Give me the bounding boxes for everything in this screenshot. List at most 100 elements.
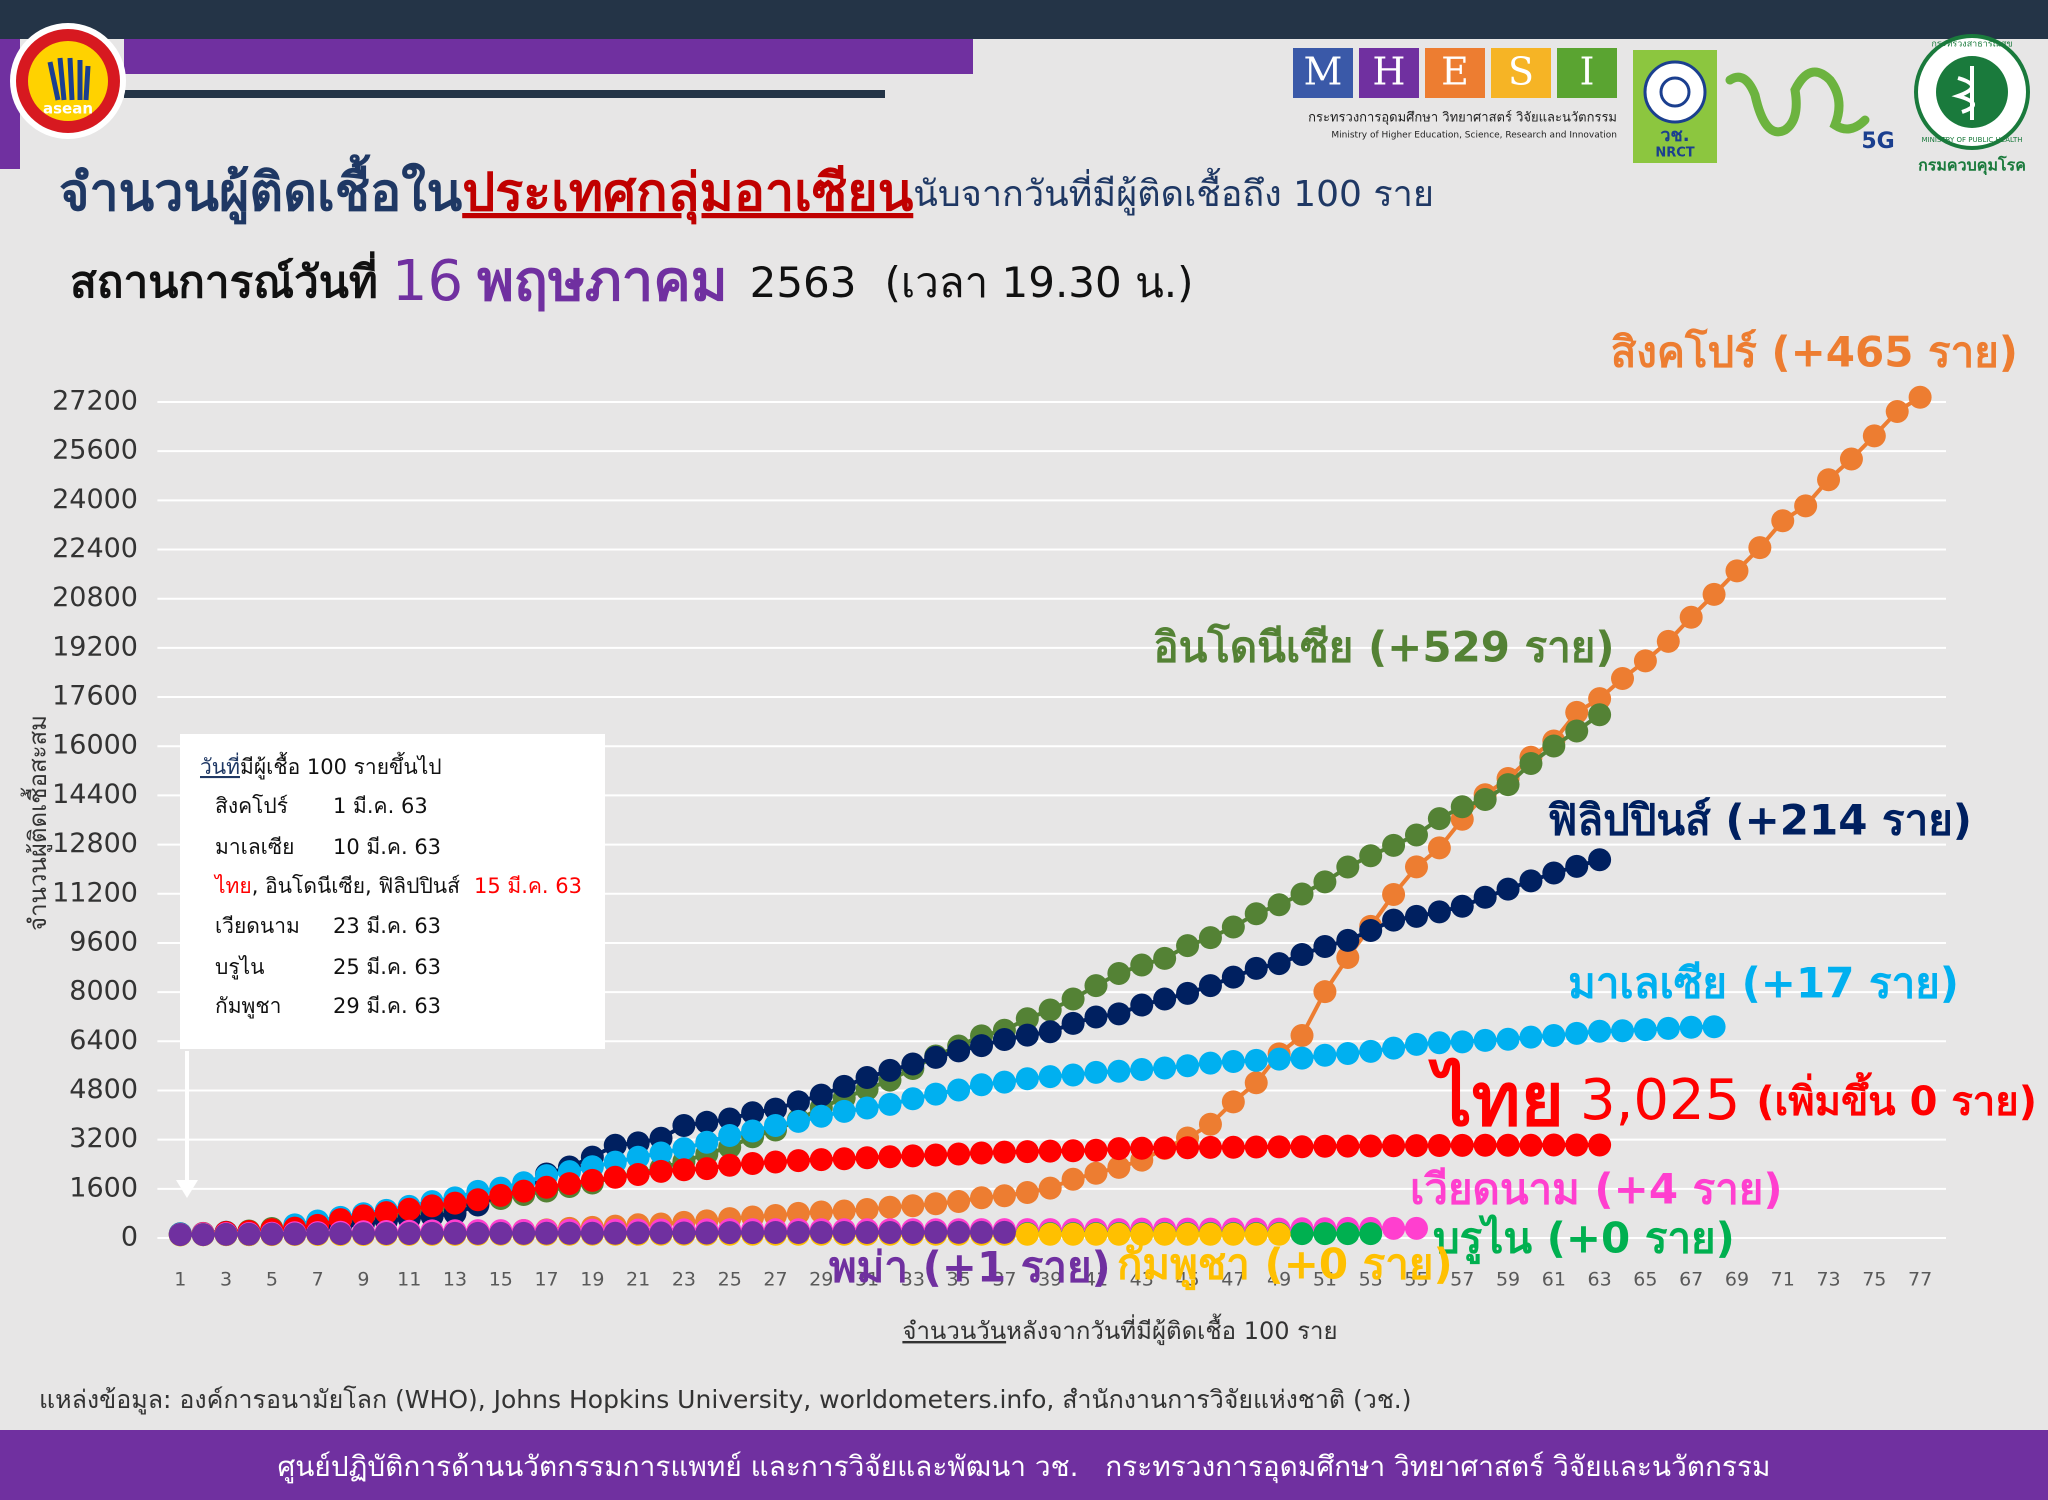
data-point: [1404, 855, 1428, 879]
data-point: [1153, 1136, 1177, 1160]
data-point: [878, 1145, 902, 1169]
data-point: [1565, 719, 1589, 743]
info-row-name: กัมพูชา: [215, 994, 281, 1019]
data-point: [1061, 987, 1085, 1011]
y-tick-label: 24000: [52, 484, 138, 515]
data-point: [260, 1222, 284, 1246]
data-point: [832, 1099, 856, 1123]
series-name: ไทย: [1428, 1056, 1564, 1143]
data-point: [1588, 1133, 1612, 1157]
data-point: [489, 1221, 513, 1245]
x-tick-label: 39: [1038, 1269, 1062, 1291]
data-point: [1359, 1222, 1383, 1246]
data-point: [1771, 509, 1795, 533]
data-point: [1198, 926, 1222, 950]
x-tick-label: 47: [1221, 1269, 1245, 1291]
data-point: [1084, 1161, 1108, 1185]
data-point: [992, 1220, 1016, 1244]
x-tick-label: 5: [266, 1269, 278, 1291]
navy-line: [124, 90, 885, 98]
x-tick-label: 67: [1679, 1269, 1703, 1291]
data-point: [1427, 900, 1451, 924]
data-point: [1839, 447, 1863, 471]
data-point: [1290, 1222, 1314, 1246]
x-tick-label: 73: [1816, 1269, 1840, 1291]
x-tick-label: 1: [174, 1269, 186, 1291]
data-point: [1565, 1021, 1589, 1045]
data-point: [1473, 885, 1497, 909]
data-point: [992, 1070, 1016, 1094]
data-point: [1244, 1135, 1268, 1159]
data-point: [672, 1114, 696, 1138]
data-point: [1061, 1011, 1085, 1035]
data-point: [1290, 882, 1314, 906]
top-bar: [0, 0, 2048, 39]
data-point: [1290, 1135, 1314, 1159]
x-tick-label: 13: [443, 1269, 467, 1291]
data-point: [1656, 1016, 1680, 1040]
data-point: [1290, 1024, 1314, 1048]
x-tick-label: 3: [220, 1269, 232, 1291]
series-note: (เพิ่มขึ้น 0 ราย): [1756, 1072, 2037, 1125]
data-point: [1221, 1222, 1245, 1246]
footer-text: ศูนย์ปฏิบัติการด้านนวัตกรรมการแพทย์ และก…: [278, 1450, 1771, 1484]
data-point: [1542, 861, 1566, 885]
ddc-logo: กระทรวงสาธารณสุข MINISTRY OF PUBLIC HEAL…: [1914, 34, 2030, 176]
data-point: [1038, 1139, 1062, 1163]
data-point: [443, 1191, 467, 1215]
data-point: [809, 1221, 833, 1245]
data-point: [1336, 1222, 1360, 1246]
data-point: [1313, 934, 1337, 958]
y-tick-label: 0: [121, 1222, 138, 1253]
data-point: [1565, 1133, 1589, 1157]
data-point: [1427, 836, 1451, 860]
data-point: [672, 1158, 696, 1182]
data-point: [809, 1083, 833, 1107]
data-point: [1313, 1134, 1337, 1158]
data-point: [1336, 1042, 1360, 1066]
data-point: [947, 1078, 971, 1102]
x-tick-label: 25: [718, 1269, 742, 1291]
data-point: [649, 1221, 673, 1245]
series-label: บรูไน (+0 ราย): [1433, 1214, 1735, 1265]
info-row: กัมพูชา: [215, 994, 281, 1019]
x-tick-label: 27: [763, 1269, 787, 1291]
data-point: [1496, 1027, 1520, 1051]
data-point: [1107, 1155, 1131, 1179]
mhesi-name-en: Ministry of Higher Education, Science, R…: [1331, 131, 1617, 141]
data-point: [1176, 1054, 1200, 1078]
data-point: [1519, 1025, 1543, 1049]
data-point: [1496, 877, 1520, 901]
mhesi-box: [1491, 48, 1551, 98]
data-point: [283, 1222, 307, 1246]
plot: 0 1600 3200 4800 6400 8000 9600 11200 12800 14400…: [52, 328, 2037, 1292]
info-row-name: สิงคโปร์: [215, 794, 288, 818]
y-tick-label: 25600: [52, 435, 138, 466]
data-point: [672, 1137, 696, 1161]
data-point: [786, 1109, 810, 1133]
data-point: [1817, 468, 1841, 492]
info-row: บรูไน: [215, 955, 265, 980]
data-point: [649, 1159, 673, 1183]
data-point: [1519, 752, 1543, 776]
series-label: อินโดนีเซีย (+529 ราย): [1153, 623, 1614, 672]
x-tick-label: 21: [626, 1269, 650, 1291]
data-point: [1084, 1138, 1108, 1162]
series-label: ฟิลิปปินส์ (+214 ราย): [1547, 796, 1972, 845]
x-tick-label: 41: [1084, 1269, 1108, 1291]
data-point: [466, 1221, 490, 1245]
data-point: [878, 1092, 902, 1116]
x-tick-label: 45: [1175, 1269, 1199, 1291]
x-tick-label: 49: [1267, 1269, 1291, 1291]
data-point: [1061, 1167, 1085, 1191]
y-tick-label: 22400: [52, 533, 138, 564]
data-point: [855, 1096, 879, 1120]
data-point: [1153, 987, 1177, 1011]
x-axis-title-part: จำนวนวัน: [902, 1317, 1006, 1345]
subtitle-day: 16: [392, 249, 463, 314]
info-row-date: 10 มี.ค. 63: [333, 835, 441, 859]
data-point: [695, 1157, 719, 1181]
x-tick-label: 77: [1908, 1269, 1932, 1291]
info-box: [180, 734, 605, 1049]
info-row-date: 25 มี.ค. 63: [333, 955, 441, 979]
